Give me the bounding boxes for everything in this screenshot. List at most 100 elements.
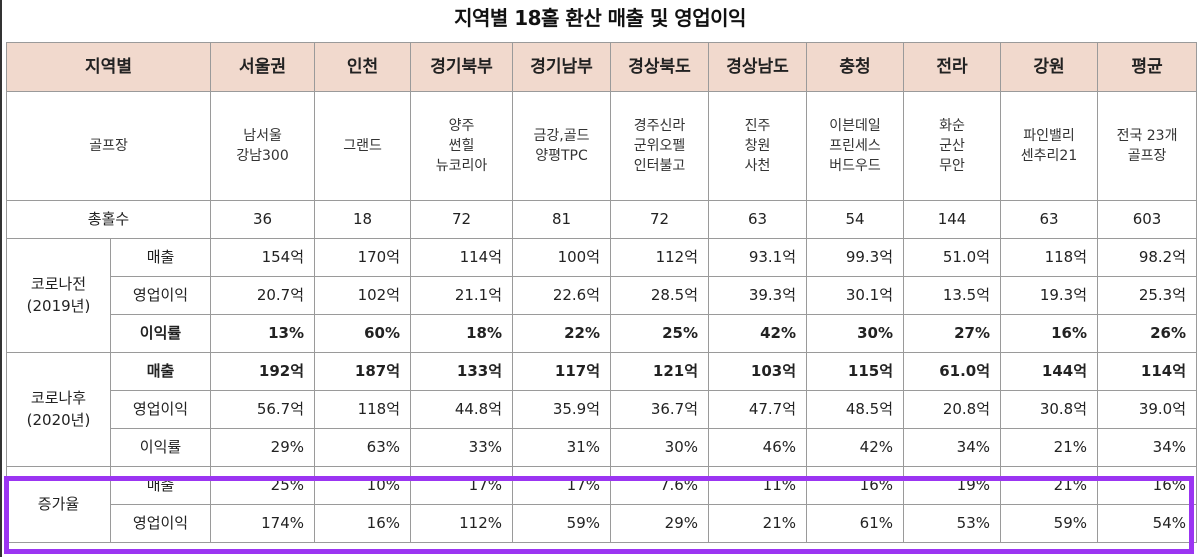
metric-value: 27% [903,314,1002,353]
metric-value: 46% [708,428,808,467]
holes-value: 144 [903,200,1002,239]
metric-value: 36.7억 [610,390,710,429]
golf-course-cell: 금강,골드 양평TPC [512,91,612,201]
region-column-header: 경상남도 [708,42,808,92]
table-title: 지역별 18홀 환산 매출 및 영업이익 [454,6,746,30]
golf-course-name: 전국 23개 [1116,127,1178,144]
holes-value: 36 [210,200,316,239]
metric-value: 30.1억 [806,276,905,315]
metric-value: 51.0억 [903,238,1002,277]
region-header: 지역별 [5,42,212,92]
metric-value: 61% [806,504,905,543]
metric-value: 42% [806,428,905,467]
metric-value: 29% [210,428,316,467]
metric-value: 25% [610,314,710,353]
metric-value: 20.7억 [210,276,316,315]
metric-value: 39.3억 [708,276,808,315]
golf-course-name: 금강,골드 [533,127,590,144]
metric-value: 112억 [610,238,710,277]
metric-value: 16% [1097,466,1198,505]
golf-course-name: 무안 [939,158,965,175]
golf-course-name: 뉴코리아 [435,158,488,175]
metric-value: 13.5억 [903,276,1002,315]
metric-value: 59% [512,504,612,543]
golf-course-cell: 남서울 강남300 [210,91,316,201]
growth-row: 증가율 매출 25% 10% 17% 17% 7.6% 11% 16% 19% 21% 16% [6,466,1198,543]
holes-value: 54 [806,200,905,239]
golf-course-name: 골프장 [1127,148,1167,164]
golf-course-name: 센추리21 [1020,148,1078,164]
pre-row: 이익률 13% 60% 18% 22% 25% 42% 30% 27% 16% 26% [7,314,1198,353]
region-column-header: 인천 [314,42,412,92]
golf-course-name: 양주 [448,117,475,134]
golf-label: 골프장 [5,91,212,201]
golf-course-cell: 파인밸리 센추리21 [1000,91,1099,201]
metric-value: 7.6% [610,466,710,505]
metric-value: 60% [314,314,412,353]
metric-value: 102억 [314,276,412,315]
metric-value: 22.6억 [512,276,612,315]
golf-course-name: 버드우드 [829,158,881,175]
holes-value: 63 [1000,200,1099,239]
metric-value: 16% [314,504,412,543]
header-row: 지역별 서울권 인천 경기북부 경기남부 경상북도 경상남도 충청 전라 강원 평균 [5,42,1198,92]
metric-label: 매출 [109,238,212,277]
metric-label: 이익률 [109,314,212,353]
metric-value: 20.8억 [903,390,1002,429]
metric-value: 19% [903,466,1002,505]
metric-value: 13% [210,314,316,353]
metric-value: 98.2억 [1097,238,1198,277]
metric-value: 34% [1097,428,1198,467]
growth-row: 영업이익 174% 16% 112% 59% 29% 21% 61% 53% 59% 54% [7,504,1198,543]
golf-course-cell: 그랜드 [314,91,412,201]
group-label-line: 증가율 [37,494,80,513]
metric-value: 16% [806,466,905,505]
metric-value: 54% [1097,504,1198,543]
post-group-label: 코로나후 (2020년) [6,352,111,467]
metric-value: 34% [903,428,1002,467]
metric-value: 16% [1000,314,1099,353]
metric-value: 21% [708,504,808,543]
golf-course-name: 창원 [744,137,771,154]
metric-value: 114억 [1097,352,1198,391]
metric-value: 21% [1000,466,1099,505]
golf-course-name: 그랜드 [343,137,382,154]
golf-course-name: 화순 [939,117,965,134]
metric-value: 103억 [708,352,808,391]
golf-course-name: 경주신라 [633,117,686,134]
metric-value: 19.3억 [1000,276,1099,315]
metric-value: 25% [210,466,316,505]
holes-value: 63 [708,200,808,239]
region-column-header: 서울권 [210,42,316,92]
metric-value: 118억 [314,390,412,429]
metric-label: 매출 [109,466,212,505]
metric-value: 154억 [210,238,316,277]
pre-group-label: 코로나전 (2019년) [6,238,111,353]
metric-value: 170억 [314,238,412,277]
metric-label: 매출 [109,352,212,391]
metric-label: 영업이익 [109,276,212,315]
metric-value: 187억 [314,352,412,391]
metric-value: 99.3억 [806,238,905,277]
growth-group-label: 증가율 [6,466,111,543]
metric-value: 28.5억 [610,276,710,315]
metric-value: 61.0억 [903,352,1002,391]
metric-value: 133억 [410,352,514,391]
metric-value: 114억 [410,238,514,277]
group-label-line: 코로나후 [30,388,87,407]
holes-value: 81 [512,200,612,239]
golf-course-cell: 이븐데일 프린세스 버드우드 [806,91,905,201]
group-label-line: (2020년) [26,410,91,429]
region-column-header: 충청 [806,42,905,92]
holes-row: 총홀수 36 18 72 81 72 63 54 144 63 603 [5,200,1198,239]
post-row: 이익률 29% 63% 33% 31% 30% 46% 42% 34% 21% 34% [7,428,1198,467]
metric-value: 10% [314,466,412,505]
holes-label: 총홀수 [5,200,212,239]
metric-value: 18% [410,314,514,353]
revenue-table: 지역별 서울권 인천 경기북부 경기남부 경상북도 경상남도 충청 전라 강원 평균 골프장 남서울 강남… [5,42,1198,543]
golf-course-name: 인터불고 [633,158,686,175]
metric-value: 17% [512,466,612,505]
golf-course-cell: 진주 창원 사천 [708,91,808,201]
metric-value: 48.5억 [806,390,905,429]
golf-course-name: 사천 [744,158,771,175]
